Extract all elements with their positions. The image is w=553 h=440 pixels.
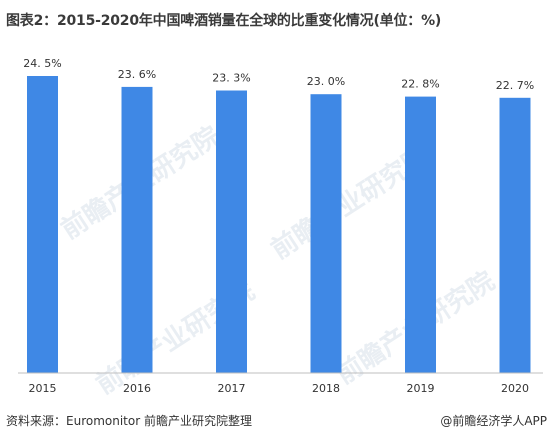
value-label-2018: 23. 0% bbox=[307, 75, 345, 88]
bar-2015 bbox=[27, 76, 58, 373]
value-label-2015: 24. 5% bbox=[23, 57, 61, 70]
bar-2018 bbox=[310, 94, 342, 373]
credit-note: @前瞻经济学人APP bbox=[440, 414, 547, 428]
bar-2017 bbox=[216, 90, 247, 373]
x-tick-2017: 2017 bbox=[218, 382, 246, 395]
x-tick-2020: 2020 bbox=[501, 382, 529, 395]
bar-2019 bbox=[405, 96, 436, 373]
value-labels: 24. 5% 23. 6% 23. 3% 23. 0% 22. 8% 22. 7% bbox=[23, 57, 534, 92]
bars-group bbox=[27, 76, 531, 374]
value-label-2019: 22. 8% bbox=[401, 78, 439, 91]
value-label-2017: 23. 3% bbox=[212, 72, 250, 85]
source-note: 资料来源：Euromonitor 前瞻产业研究院整理 bbox=[6, 414, 252, 428]
bar-2020 bbox=[499, 97, 531, 374]
x-tick-labels: 2015 2016 2017 2018 2019 2020 bbox=[29, 382, 530, 395]
x-tick-2016: 2016 bbox=[123, 382, 151, 395]
chart-title: 图表2：2015-2020年中国啤酒销量在全球的比重变化情况(单位：%) bbox=[6, 13, 442, 29]
value-label-2020: 22. 7% bbox=[496, 79, 534, 92]
x-tick-2019: 2019 bbox=[407, 382, 435, 395]
x-tick-2015: 2015 bbox=[29, 382, 57, 395]
bar-2016 bbox=[121, 86, 153, 374]
value-label-2016: 23. 6% bbox=[118, 68, 156, 81]
x-tick-2018: 2018 bbox=[312, 382, 340, 395]
